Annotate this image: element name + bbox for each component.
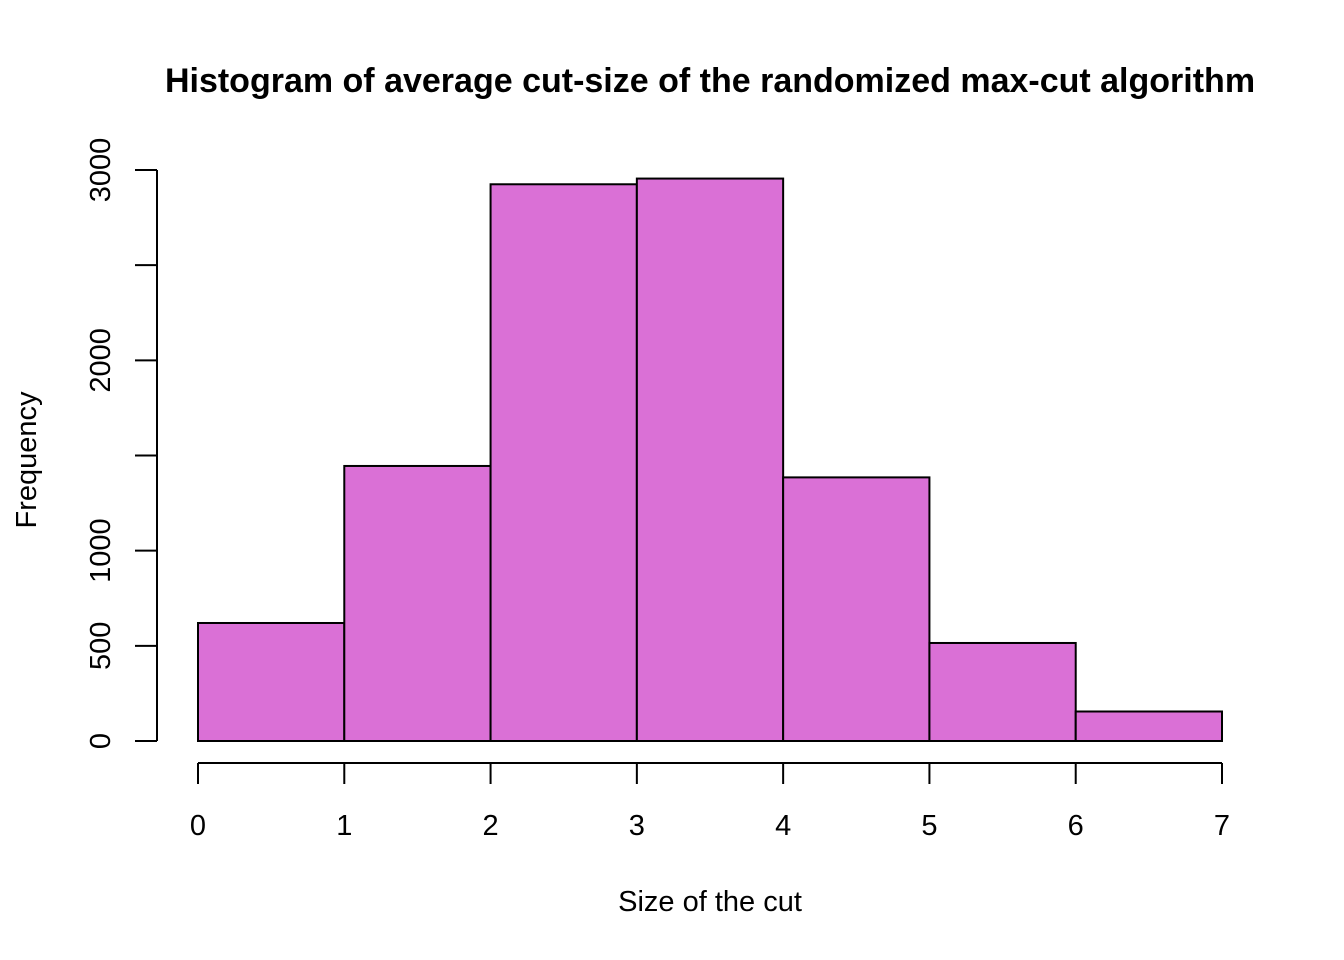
histogram-bar	[197, 621, 346, 743]
y-tick-label: 0	[85, 733, 117, 749]
x-tick-label: 4	[775, 810, 791, 842]
y-tick-label: 2000	[85, 328, 117, 393]
x-tick-label: 1	[336, 810, 352, 842]
x-tick-label: 0	[190, 810, 206, 842]
histogram-bar	[782, 476, 931, 742]
histogram-bar	[1074, 710, 1223, 743]
y-tick-label: 1000	[85, 518, 117, 583]
y-axis-label: Frequency	[11, 391, 43, 529]
histogram-bar	[489, 183, 638, 742]
bars-group	[197, 177, 1223, 743]
x-tick-label: 6	[1068, 810, 1084, 842]
histogram-bar	[343, 464, 492, 742]
x-tick-label: 5	[921, 810, 937, 842]
x-axis-label: Size of the cut	[618, 886, 802, 918]
histogram-bar	[928, 641, 1077, 742]
chart-title: Histogram of average cut-size of the ran…	[165, 62, 1255, 100]
x-axis: 0 1 2 3 4 5 6 7	[190, 762, 1230, 842]
y-tick-label: 3000	[85, 138, 117, 203]
histogram-bar	[635, 177, 785, 742]
x-tick-label: 2	[483, 810, 499, 842]
x-tick-label: 7	[1214, 810, 1230, 842]
x-tick-label: 3	[629, 810, 645, 842]
y-tick-label: 500	[85, 622, 117, 670]
y-axis: 0 500 1000 2000 3000	[85, 138, 158, 749]
